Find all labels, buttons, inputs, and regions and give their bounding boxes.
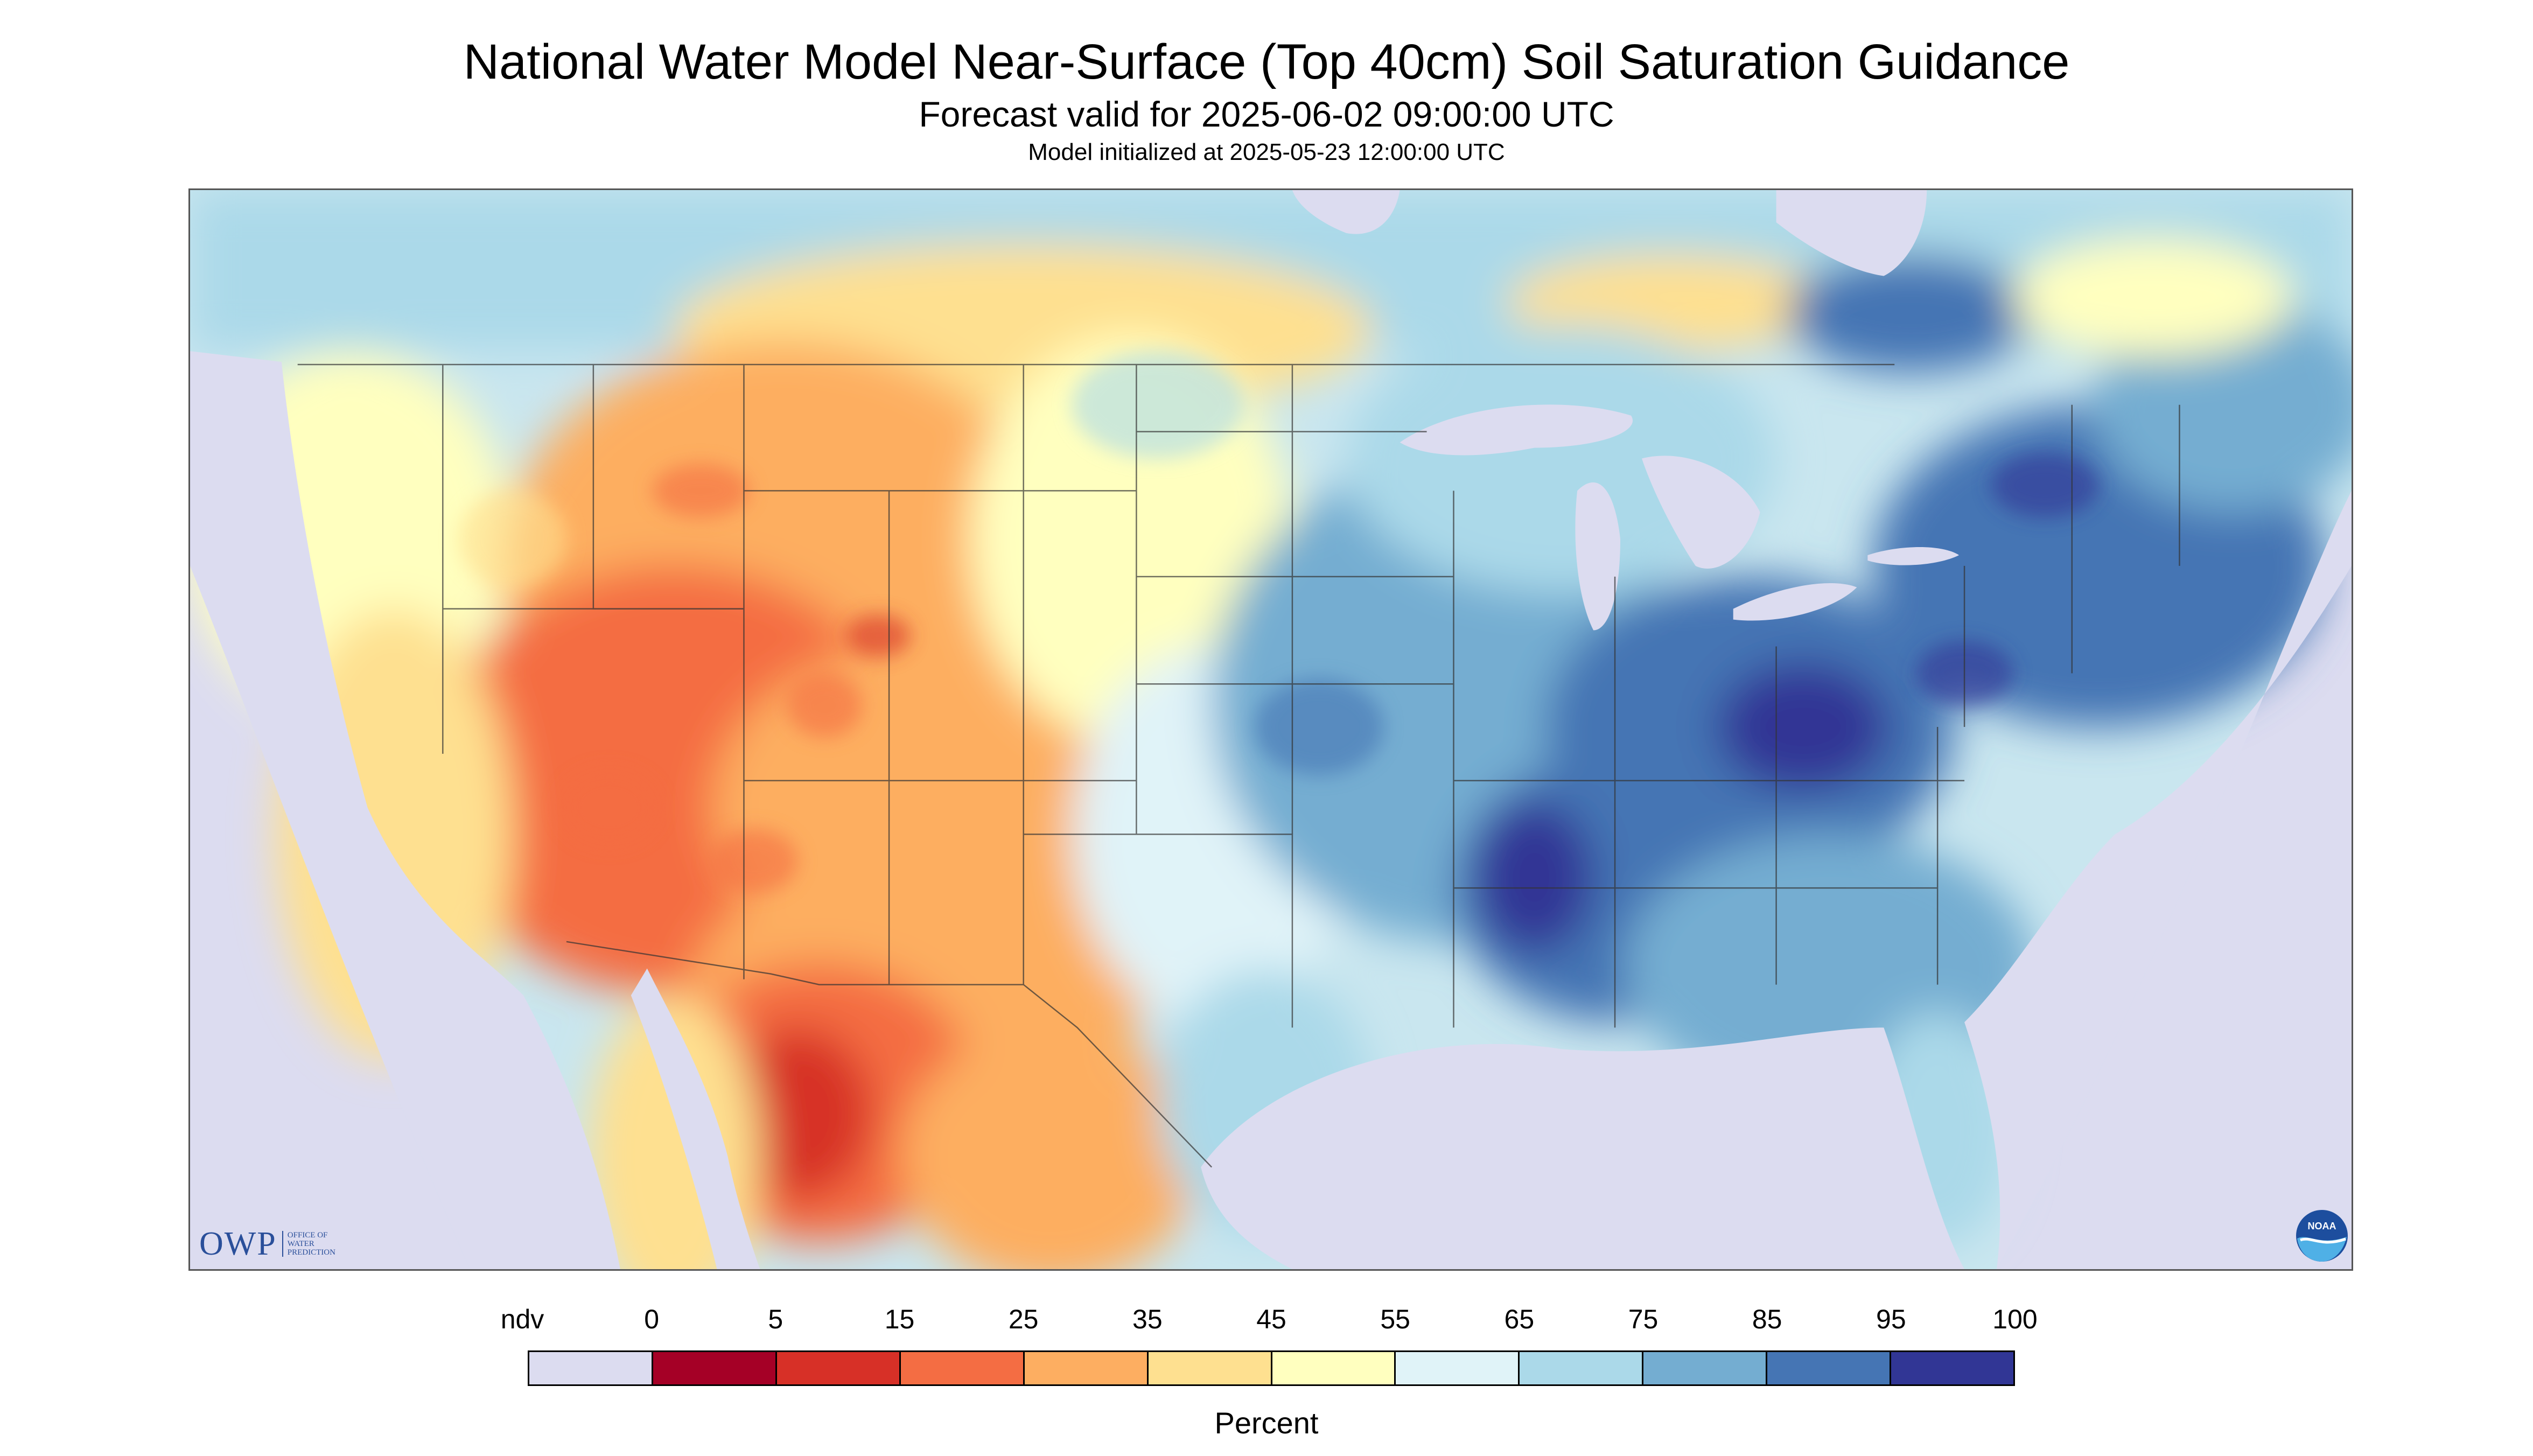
soil-saturation-map [188, 188, 2353, 1271]
colorbar-tick-label: 55 [1380, 1304, 1410, 1334]
lake-michigan [1575, 482, 1621, 631]
colorbar-tick-label: 75 [1628, 1304, 1659, 1334]
colorbar-swatch [1148, 1352, 1272, 1384]
colorbar [528, 1350, 2015, 1386]
colorbar-swatch [1520, 1352, 1644, 1384]
colorbar-tick-label: 35 [1132, 1304, 1163, 1334]
model-init-time: Model initialized at 2025-05-23 12:00:00… [1028, 139, 1505, 165]
colorbar-tick-label: 95 [1876, 1304, 1906, 1334]
lake-erie [1733, 583, 1857, 621]
colorbar-swatch [529, 1352, 653, 1384]
colorbar-swatch [1396, 1352, 1520, 1384]
colorbar-swatch [653, 1352, 777, 1384]
owp-logo: OWP OFFICE OF WATER PREDICTION [199, 1225, 335, 1263]
owp-logo-subtext: OFFICE OF WATER PREDICTION [282, 1231, 335, 1257]
colorbar-tick-label: 65 [1504, 1304, 1535, 1334]
colorbar-swatch [1643, 1352, 1768, 1384]
colorbar-swatch [1024, 1352, 1149, 1384]
lake-huron [1641, 456, 1760, 569]
colorbar-tick-label: 45 [1256, 1304, 1286, 1334]
noaa-logo-text: NOAA [2308, 1221, 2336, 1231]
water-no-data [190, 190, 2352, 1269]
owp-sub-line-2: WATER [287, 1240, 314, 1248]
saturation-detail [459, 351, 2099, 894]
colorbar-swatch [776, 1352, 901, 1384]
noaa-logo-icon: NOAA [2296, 1210, 2348, 1262]
colorbar-tick-label: 0 [644, 1304, 660, 1334]
colorbar-label: Percent [1214, 1406, 1319, 1440]
us-mexico-border [566, 941, 1213, 1168]
map-canvas [190, 190, 2352, 1269]
colorbar-swatch [1272, 1352, 1396, 1384]
owp-sub-line-3: PREDICTION [287, 1248, 335, 1257]
colorbar-tick-label: ndv [500, 1304, 544, 1334]
lake-superior [1400, 404, 1633, 456]
colorbar-tick-label: 5 [768, 1304, 783, 1334]
lake-ontario [1867, 547, 1960, 565]
colorbar-tick-label: 85 [1752, 1304, 1782, 1334]
owp-logo-text: OWP [199, 1225, 277, 1262]
colorbar-tick-label: 15 [884, 1304, 915, 1334]
colorbar-tick-label: 25 [1008, 1304, 1039, 1334]
colorbar-tick-label: 100 [1992, 1304, 2038, 1334]
map-title: National Water Model Near-Surface (Top 4… [463, 34, 2070, 89]
colorbar-swatch [1891, 1352, 2014, 1384]
saturation-field [190, 190, 2352, 1269]
colorbar-swatch [900, 1352, 1025, 1384]
owp-sub-line-1: OFFICE OF [287, 1231, 328, 1240]
colorbar-swatch [1767, 1352, 1892, 1384]
forecast-valid-time: Forecast valid for 2025-06-02 09:00:00 U… [919, 94, 1614, 134]
political-borders [297, 363, 2180, 1168]
